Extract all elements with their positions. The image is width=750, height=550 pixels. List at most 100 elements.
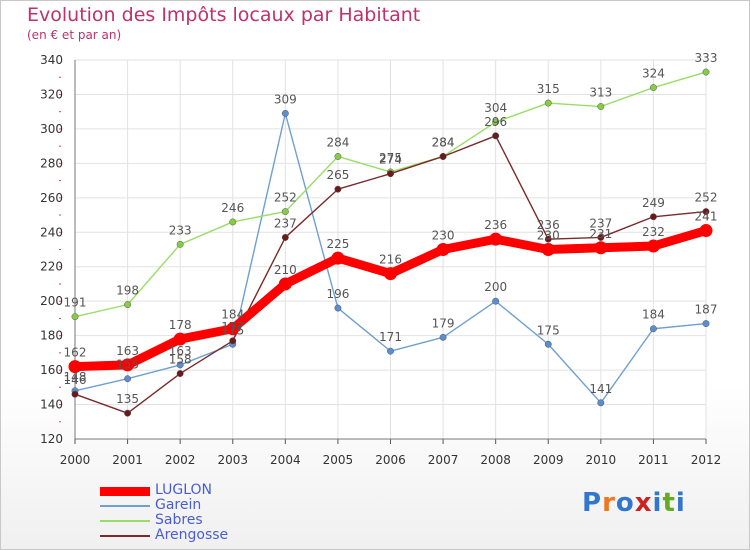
data-point-luglon (173, 332, 187, 346)
data-label-luglon: 225 (326, 237, 349, 251)
data-label-luglon: 230 (432, 229, 455, 243)
legend-swatch (100, 535, 150, 537)
data-point-sabres (124, 301, 132, 309)
data-label-garein: 175 (537, 323, 560, 337)
legend-label: Garein (155, 497, 202, 513)
data-label-sabres: 246 (221, 201, 244, 215)
data-point-sabres (544, 99, 552, 107)
data-point-arengosse (176, 370, 184, 377)
data-point-garein (702, 320, 710, 328)
data-point-luglon (331, 251, 345, 265)
data-label-sabres: 333 (695, 51, 718, 65)
y-tick-label: 300 (40, 122, 63, 136)
y-tick-label: 140 (40, 398, 63, 412)
data-label-sabres: 233 (169, 223, 192, 237)
data-label-arengosse: 284 (432, 135, 455, 149)
data-label-luglon: 184 (221, 308, 244, 322)
data-point-luglon (278, 277, 292, 291)
data-point-sabres (71, 313, 79, 321)
y-tick-label: 340 (40, 53, 63, 67)
x-tick-label: 2012 (691, 453, 722, 467)
data-label-garein: 184 (642, 308, 665, 322)
data-point-garein (176, 361, 184, 369)
y-tick-label: 220 (40, 260, 63, 274)
data-point-sabres (281, 208, 289, 216)
data-point-sabres (492, 118, 500, 126)
data-label-sabres: 284 (326, 135, 349, 149)
x-tick-label: 2011 (638, 453, 669, 467)
data-label-arengosse: 237 (589, 216, 612, 230)
data-label-arengosse: 158 (169, 353, 192, 367)
data-label-arengosse: 237 (274, 216, 297, 230)
legend-label: Sabres (155, 512, 203, 528)
y-tick-label: 200 (40, 294, 63, 308)
data-label-arengosse: 177 (221, 320, 244, 334)
y-tick-label: 260 (40, 191, 63, 205)
data-label-luglon: 241 (695, 210, 718, 224)
data-point-garein (334, 304, 342, 312)
data-point-luglon (541, 243, 555, 256)
data-label-garein: 175 (221, 323, 244, 337)
data-point-garein (439, 333, 447, 341)
data-label-garein: 196 (326, 287, 349, 301)
data-label-sabres: 252 (274, 191, 297, 205)
data-point-luglon (68, 360, 82, 374)
y-tick-label: 280 (40, 156, 63, 170)
data-label-arengosse: 146 (64, 373, 87, 387)
data-point-arengosse (544, 235, 552, 243)
data-point-arengosse (124, 409, 132, 417)
x-tick-label: 2009 (533, 453, 564, 467)
data-point-garein (124, 375, 132, 383)
data-point-garein (597, 399, 605, 407)
data-label-garein: 141 (589, 382, 612, 396)
data-label-garein: 179 (432, 316, 455, 330)
legend-swatch (100, 520, 150, 522)
data-point-luglon (384, 267, 397, 281)
data-label-arengosse: 296 (484, 115, 507, 129)
y-tick-label: 180 (40, 329, 63, 343)
x-tick-label: 2010 (586, 453, 617, 467)
data-point-luglon (489, 232, 503, 246)
x-tick-label: 2007 (428, 453, 459, 467)
x-tick-label: 2004 (270, 453, 301, 467)
x-tick-label: 2005 (323, 453, 354, 467)
data-label-luglon: 231 (589, 227, 612, 241)
data-label-sabres: 191 (64, 296, 87, 310)
y-tick-label: 240 (40, 225, 63, 239)
data-point-luglon (121, 358, 135, 372)
data-label-arengosse: 252 (695, 191, 718, 205)
data-point-arengosse (281, 233, 289, 241)
data-point-garein (281, 109, 289, 117)
data-point-luglon (226, 322, 240, 336)
data-label-garein: 309 (274, 92, 297, 106)
data-point-garein (387, 347, 394, 355)
x-tick-label: 2000 (60, 453, 91, 467)
chart-title: Evolution des Impôts locaux par Habitant (27, 4, 421, 26)
proxiti-logo: Proxiti (582, 488, 686, 518)
data-point-arengosse (229, 337, 237, 345)
data-label-luglon: 232 (642, 225, 665, 239)
data-label-luglon: 178 (169, 318, 192, 332)
chart-subtitle: (en € et par an) (27, 28, 122, 42)
y-tick-label: 120 (40, 432, 63, 446)
data-point-sabres (597, 103, 605, 110)
legend-swatch (100, 486, 150, 496)
data-point-arengosse (71, 390, 79, 398)
data-point-luglon (699, 224, 713, 238)
data-point-sabres (649, 84, 657, 92)
data-point-arengosse (492, 132, 500, 140)
data-label-arengosse: 135 (116, 392, 139, 406)
data-point-luglon (436, 243, 450, 256)
data-point-arengosse (649, 213, 657, 221)
legend-label: LUGLON (155, 482, 212, 498)
data-label-garein: 200 (484, 280, 507, 294)
data-label-garein: 187 (695, 303, 718, 317)
data-label-sabres: 324 (642, 67, 665, 81)
y-tick-label: 160 (40, 363, 63, 377)
data-label-luglon: 230 (537, 229, 560, 243)
legend-swatch (100, 505, 150, 507)
legend-label: Arengosse (155, 527, 229, 543)
data-point-garein (492, 297, 500, 305)
data-label-luglon: 162 (64, 346, 87, 360)
